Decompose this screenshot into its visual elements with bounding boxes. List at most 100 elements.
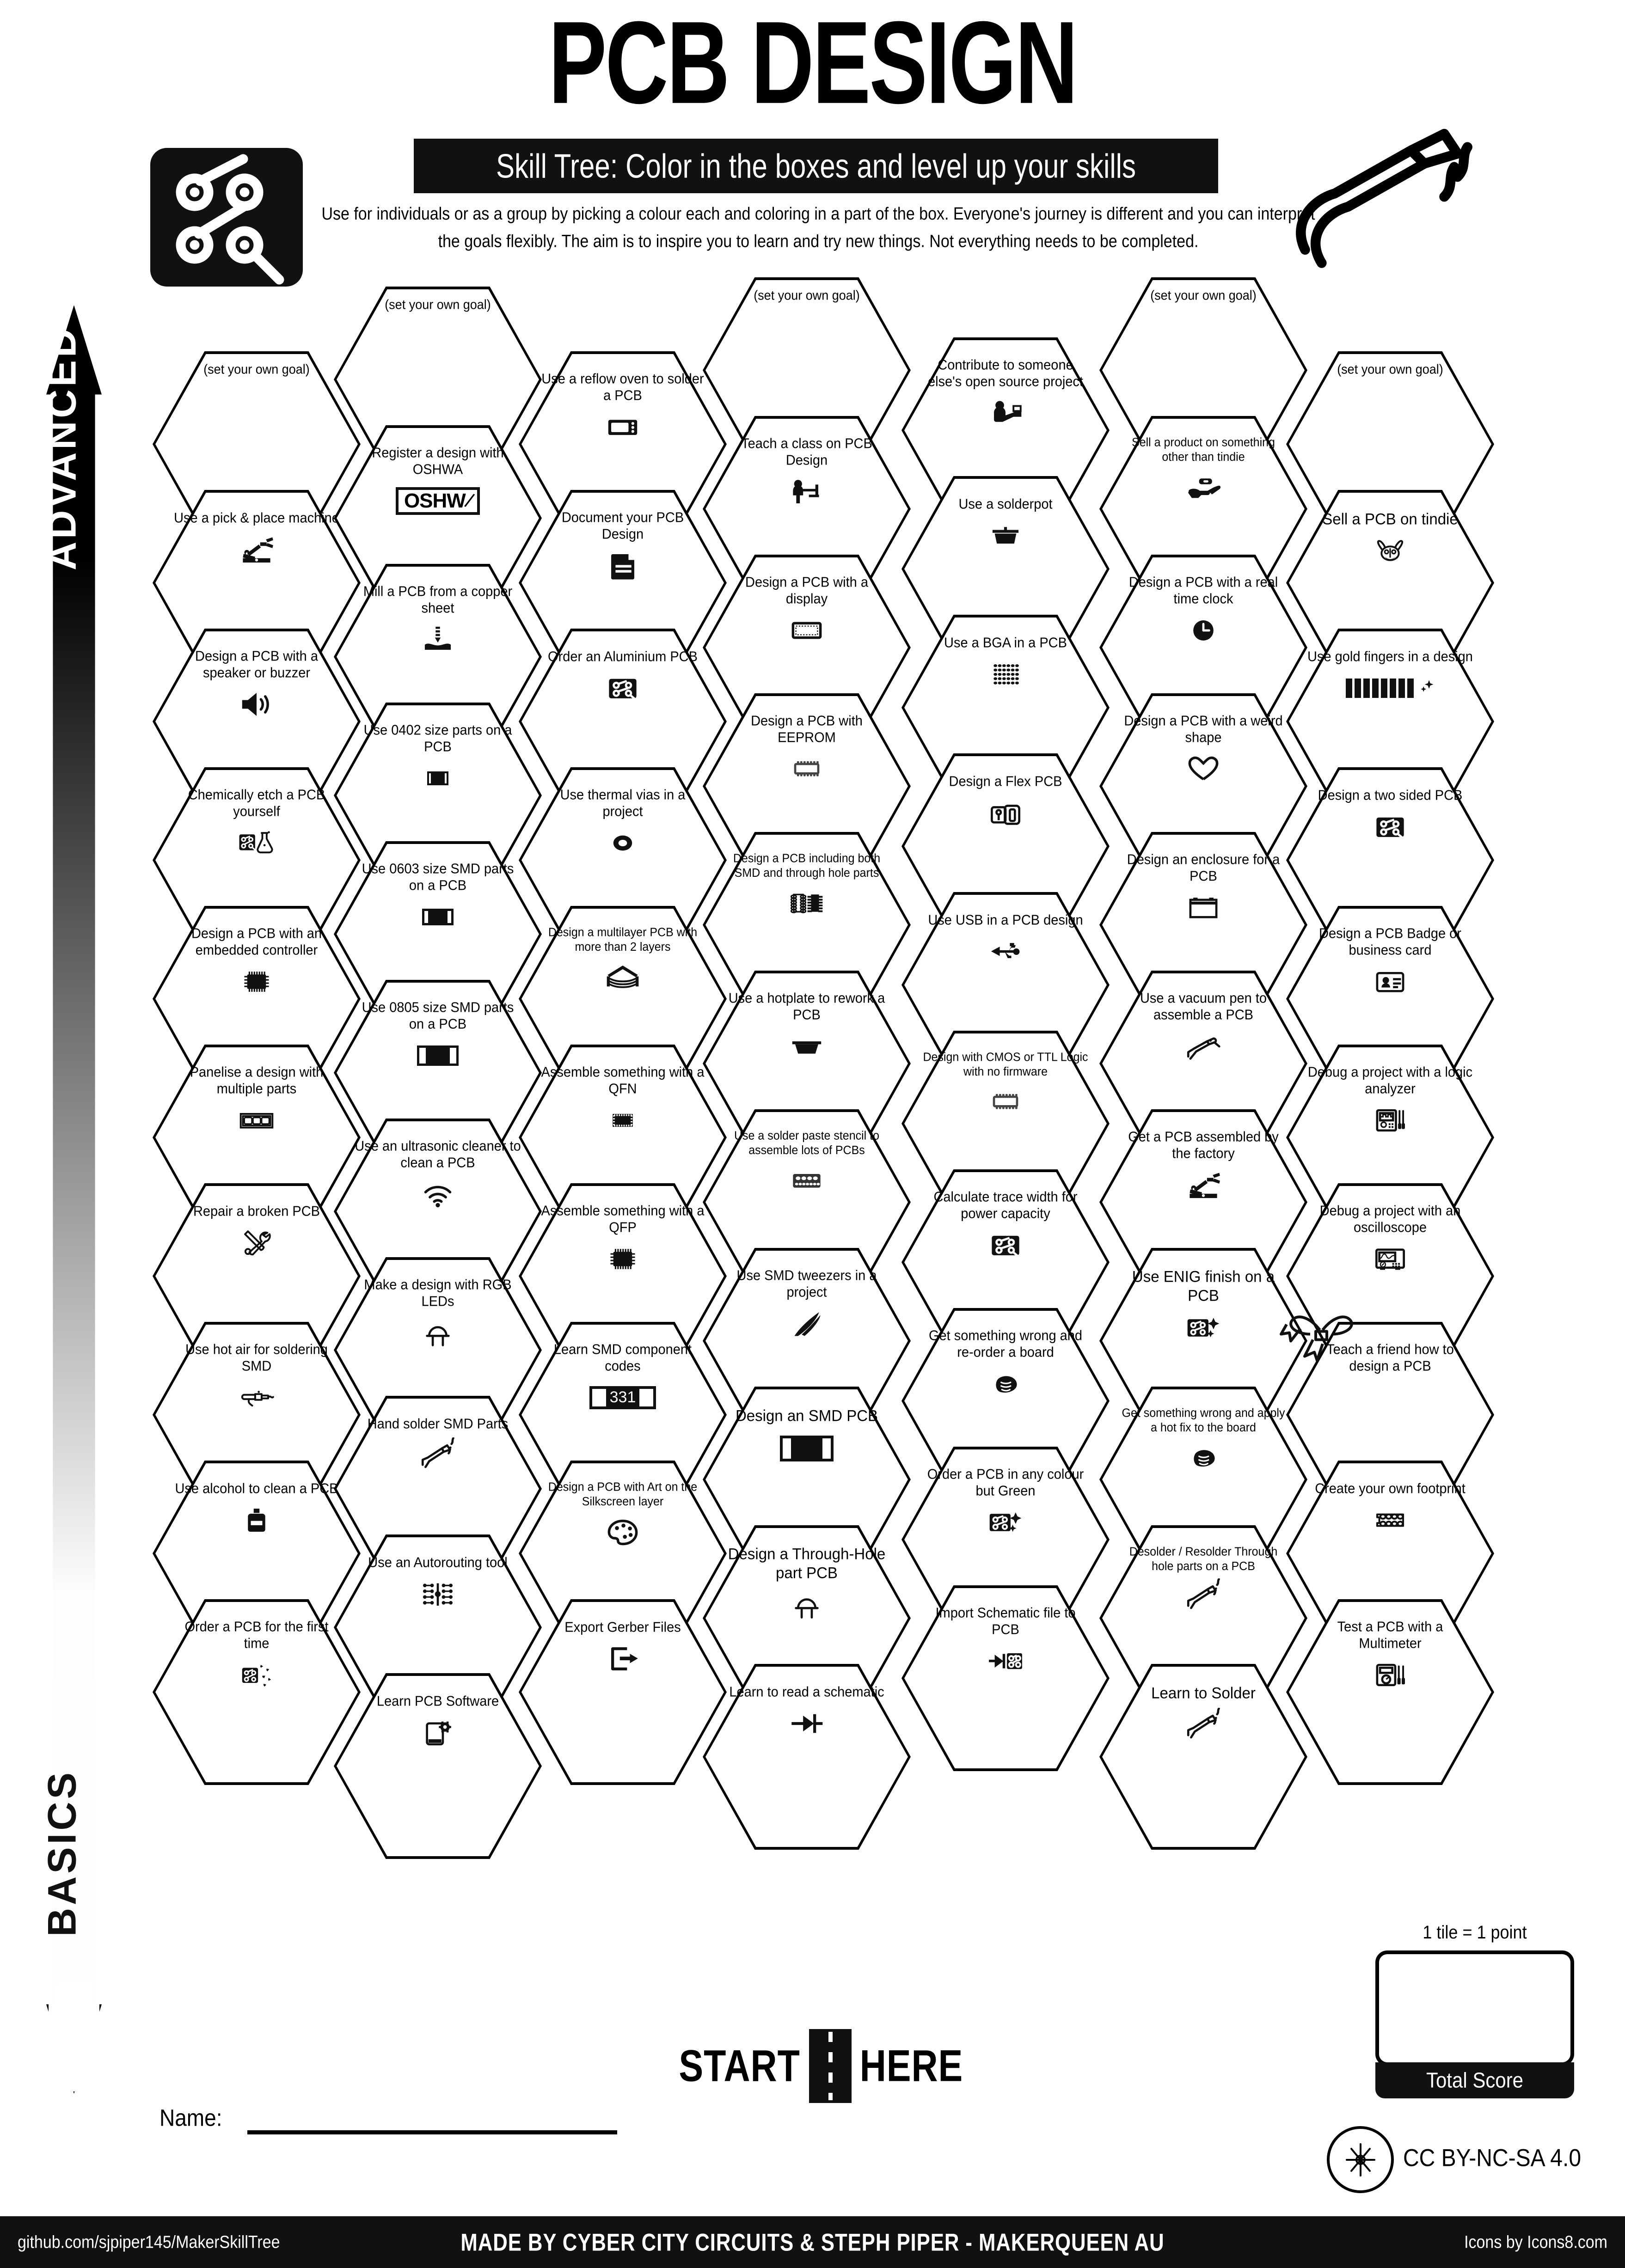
footer-github-link[interactable]: github.com/sjpiper145/MakerSkillTree xyxy=(18,2232,280,2252)
gold-fingers-icon xyxy=(1307,669,1473,708)
tile-label: Design a PCB with a weird shape xyxy=(1124,713,1283,746)
skill-tile[interactable]: Use a BGA in a PCB xyxy=(901,615,1110,801)
hand-product-icon xyxy=(1120,468,1287,507)
skill-tile[interactable]: Learn to read a schematic xyxy=(703,1664,911,1850)
page-footer: MADE BY CYBER CITY CIRCUITS & STEPH PIPE… xyxy=(0,2216,1625,2268)
hex-fill-area[interactable] xyxy=(904,1588,1107,1768)
oscilloscope-icon xyxy=(1307,1240,1473,1278)
tile-label: Get a PCB assembled by the factory xyxy=(1128,1129,1279,1162)
tile-content: Design with CMOS or TTL Logic with no fi… xyxy=(922,1051,1089,1121)
tile-label: Order an Aluminium PCB xyxy=(548,649,698,665)
skill-tile[interactable]: Learn to Solder xyxy=(1099,1664,1307,1850)
pcb-flask-icon xyxy=(173,824,340,862)
tile-content: Debug a project with an oscilloscope xyxy=(1307,1204,1473,1278)
tile-content: Teach a friend how to design a PCB xyxy=(1307,1342,1473,1375)
tile-label: Learn SMD component codes xyxy=(553,1342,692,1375)
soldering-iron-icon xyxy=(1120,1706,1287,1745)
skill-tile[interactable]: Use an Autorouting tool xyxy=(334,1534,542,1720)
skill-tile[interactable]: Use ENIG finish on a PCB xyxy=(1099,1248,1307,1434)
tile-label: Use a solderpot xyxy=(958,496,1053,513)
tile-content: Design a PCB with a speaker or buzzer xyxy=(173,649,340,723)
tile-label: Sell a product on something other than t… xyxy=(1132,435,1275,464)
hex-fill-area[interactable] xyxy=(521,1602,724,1782)
hex-fill-area[interactable] xyxy=(1289,1602,1491,1782)
tile-label: Use a pick & place machine xyxy=(174,510,339,526)
skill-tile[interactable]: Use SMD tweezers in a project xyxy=(703,1248,911,1434)
tile-label: Chemically etch a PCB yourself xyxy=(188,787,325,820)
tile-content: Use 0402 size parts on a PCB xyxy=(355,723,521,797)
smd-part-icon xyxy=(724,1429,890,1468)
tile-content: Design an SMD PCB xyxy=(724,1406,890,1468)
skill-tile[interactable]: Use USB in a PCB design xyxy=(901,892,1110,1078)
tile-content: Repair a broken PCB xyxy=(173,1204,340,1262)
qfp-chip-icon xyxy=(173,962,340,1001)
tile-content: Use an ultrasonic cleaner to clean a PCB xyxy=(355,1139,521,1213)
smd-0402-icon xyxy=(355,759,521,798)
skill-tile[interactable]: Design a PCB including both SMD and thro… xyxy=(703,832,911,1018)
skill-tile[interactable]: Design a PCB with a real time clock xyxy=(1099,555,1307,740)
total-score-box[interactable]: 1 tile = 1 point Total Score xyxy=(1375,1922,1574,2098)
tile-label: Create your own footprint xyxy=(1315,1481,1466,1497)
speaker-icon xyxy=(173,685,340,724)
name-field-row[interactable]: Name: xyxy=(159,2104,668,2138)
hex-fill-area[interactable] xyxy=(1102,1667,1305,1847)
tile-label: Test a PCB with a Multimeter xyxy=(1337,1619,1443,1652)
smd-tht-icon xyxy=(724,884,890,923)
skill-tile[interactable]: Assemble something with a QFN xyxy=(519,1045,727,1230)
tile-content: Import Schematic file to PCB xyxy=(922,1606,1089,1680)
skill-tile[interactable]: Use a reflow oven to solder a PCB xyxy=(519,351,727,537)
skill-tile[interactable]: Debug a project with a logic analyzer xyxy=(1286,1045,1494,1230)
tile-content: (set your own goal) xyxy=(355,297,521,312)
tile-label: Use an ultrasonic cleaner to clean a PCB xyxy=(355,1138,521,1171)
skill-tile[interactable]: Chemically etch a PCB yourself xyxy=(153,767,361,953)
subtitle-banner: Skill Tree: Color in the boxes and level… xyxy=(414,139,1218,193)
tile-label: Design a PCB with Art on the Silkscreen … xyxy=(548,1480,698,1509)
skill-tile[interactable]: Document your PCB Design xyxy=(519,490,727,676)
skill-tile[interactable]: Test a PCB with a Multimeter xyxy=(1286,1599,1494,1785)
tile-label: Use 0805 size SMD parts on a PCB xyxy=(362,1000,514,1033)
tile-content: Use SMD tweezers in a project xyxy=(724,1268,890,1343)
tile-content: Design a PCB including both SMD and thro… xyxy=(724,852,890,923)
clock-icon xyxy=(1120,611,1287,650)
skill-tile[interactable]: Export Gerber Files xyxy=(519,1599,727,1785)
skill-tile[interactable]: Debug a project with an oscilloscope xyxy=(1286,1183,1494,1369)
tile-content: (set your own goal) xyxy=(173,362,340,377)
skill-tile[interactable]: Import Schematic file to PCB xyxy=(901,1585,1110,1771)
tile-label: Teach a friend how to design a PCB xyxy=(1326,1342,1454,1375)
diode-icon xyxy=(724,1704,890,1743)
tile-label: Contribute to someone else's open source… xyxy=(927,357,1083,390)
hex-fill-area[interactable] xyxy=(155,1602,358,1782)
dip-chip-icon xyxy=(922,1082,1089,1121)
tile-content: Sell a PCB on tindie xyxy=(1307,510,1473,571)
usb-icon xyxy=(922,932,1089,971)
skill-tile[interactable]: (set your own goal) xyxy=(703,277,911,463)
tile-content: Create your own footprint xyxy=(1307,1481,1473,1540)
hex-fill-area[interactable] xyxy=(337,1676,539,1856)
tile-content: Use USB in a PCB design xyxy=(922,912,1089,971)
tile-content: Use an Autorouting tool xyxy=(355,1555,521,1614)
score-entry-area[interactable] xyxy=(1375,1950,1574,2066)
skill-tile[interactable]: (set your own goal) xyxy=(153,351,361,537)
name-write-line[interactable] xyxy=(247,2130,617,2134)
skill-tile[interactable]: Assemble something with a QFP xyxy=(519,1183,727,1369)
skill-tile[interactable]: Order a PCB for the first time xyxy=(153,1599,361,1785)
intro-blurb: Use for individuals or as a group by pic… xyxy=(321,204,1315,251)
skill-tile[interactable]: Calculate trace width for power capacity xyxy=(901,1169,1110,1355)
tile-content: (set your own goal) xyxy=(724,288,890,303)
tile-content: Use a vacuum pen to assemble a PCB xyxy=(1120,991,1287,1065)
export-icon xyxy=(540,1639,706,1678)
tile-label: Teach a class on PCB Design xyxy=(741,436,872,469)
tile-content: Chemically etch a PCB yourself xyxy=(173,788,340,862)
skill-tile[interactable]: Teach a class on PCB Design xyxy=(703,416,911,602)
enclosure-icon xyxy=(1120,888,1287,927)
skill-tile[interactable]: Use a solderpot xyxy=(901,476,1110,662)
hex-fill-area[interactable] xyxy=(705,1667,908,1847)
skill-tile[interactable]: Learn PCB Software xyxy=(334,1673,542,1859)
skill-tile[interactable]: Make a design with RGB LEDs xyxy=(334,1257,542,1443)
footer-icons-credit[interactable]: Icons by Icons8.com xyxy=(1464,2232,1607,2252)
license-text: CC BY-NC-SA 4.0 xyxy=(1403,2145,1582,2172)
layers-icon xyxy=(540,958,706,996)
pcb-chip-icon xyxy=(540,669,706,708)
tile-content: Design a PCB with an embedded controller xyxy=(173,926,340,1001)
tile-content: Use 0603 size SMD parts on a PCB xyxy=(355,862,521,936)
